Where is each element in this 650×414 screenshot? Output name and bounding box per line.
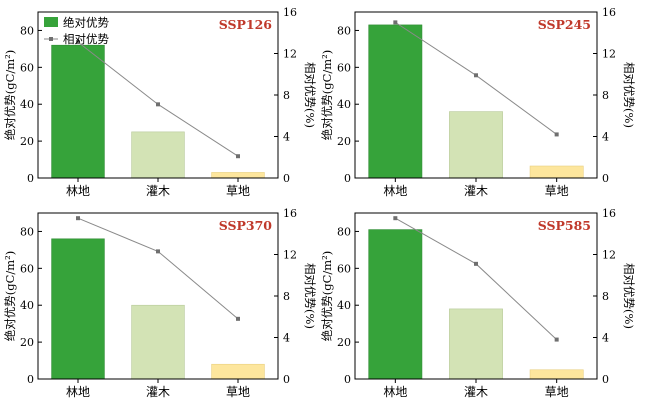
- left-tick-label: 40: [337, 299, 351, 312]
- line-point-0: [393, 216, 398, 221]
- x-tick-label: 灌木: [464, 184, 488, 198]
- right-tick-label: 8: [283, 290, 290, 303]
- legend-bar-swatch: [44, 17, 58, 27]
- panel-ssp245: 0 20 40 60 80 0 4 8 12 16 林地 灌木 草地 绝对优势(gC/m²) 相对优势(%)…: [320, 6, 636, 198]
- line-point-1: [156, 102, 160, 107]
- left-tick-label: 0: [344, 373, 351, 386]
- y2-axis-title: 相对优势(%): [303, 62, 317, 128]
- right-tick-label: 0: [602, 172, 609, 185]
- left-tick-label: 80: [337, 225, 351, 238]
- right-tick-label: 0: [283, 172, 290, 185]
- bar-0: [368, 24, 423, 179]
- panel-title: SSP585: [538, 218, 591, 233]
- right-tick-label: 12: [283, 48, 297, 61]
- left-tick-label: 0: [27, 172, 34, 185]
- legend-line-marker: [49, 37, 53, 41]
- left-tick-label: 60: [20, 262, 34, 275]
- bar-0: [51, 238, 105, 380]
- right-tick-label: 16: [283, 6, 297, 19]
- left-tick-label: 80: [20, 225, 34, 238]
- bar-2: [529, 165, 584, 179]
- x-tick-label: 林地: [383, 385, 407, 399]
- left-tick-label: 80: [20, 24, 34, 37]
- left-tick-label: 20: [20, 336, 34, 349]
- left-tick-label: 20: [20, 135, 34, 148]
- left-tick-label: 20: [337, 336, 351, 349]
- right-tick-label: 8: [283, 89, 290, 102]
- line-point-0: [393, 20, 398, 25]
- bar-0: [368, 229, 423, 380]
- left-tick-label: 20: [337, 135, 351, 148]
- right-tick-label: 12: [283, 249, 297, 262]
- y2-axis-title: 相对优势(%): [622, 62, 636, 128]
- line-point-1: [474, 73, 478, 78]
- left-tick-label: 40: [337, 98, 351, 111]
- bar-2: [211, 172, 265, 179]
- line-point-1: [156, 249, 160, 254]
- right-tick-label: 4: [283, 131, 290, 144]
- right-tick-label: 4: [602, 332, 609, 345]
- x-tick-label: 草地: [545, 385, 569, 399]
- y-axis-title: 绝对优势(gC/m²): [320, 50, 334, 141]
- line-point-0: [76, 216, 80, 221]
- panel-ssp126: 0 20 40 60 80 0 4 8 12 16 林地 灌木 草地 绝对优势(gC/m²) 相对优势(%)…: [3, 6, 317, 198]
- x-tick-label: 草地: [226, 385, 250, 399]
- right-tick-label: 16: [602, 6, 616, 19]
- right-tick-label: 0: [283, 373, 290, 386]
- x-tick-label: 草地: [226, 184, 250, 198]
- line-point-2: [554, 337, 559, 342]
- x-tick-label: 林地: [383, 184, 407, 198]
- left-tick-label: 60: [337, 61, 351, 74]
- y2-axis-title: 相对优势(%): [303, 263, 317, 329]
- left-tick-label: 80: [337, 24, 351, 37]
- panel-ssp370: 0 20 40 60 80 0 4 8 12 16 林地 灌木 草地 绝对优势(gC/m²) 相对优势(%)…: [3, 207, 317, 399]
- x-tick-label: 林地: [66, 184, 90, 198]
- bar-2: [211, 363, 265, 380]
- line-point-2: [554, 132, 559, 137]
- y-axis-title: 绝对优势(gC/m²): [3, 251, 17, 342]
- panel-title: SSP245: [538, 17, 591, 32]
- left-tick-label: 60: [337, 262, 351, 275]
- legend-line-label: 相对优势: [63, 32, 109, 46]
- line-point-2: [236, 316, 240, 321]
- bar-1: [449, 111, 503, 179]
- right-tick-label: 0: [602, 373, 609, 386]
- right-tick-label: 8: [602, 89, 609, 102]
- left-tick-label: 60: [20, 61, 34, 74]
- bar-1: [131, 304, 185, 380]
- x-tick-label: 草地: [545, 184, 569, 198]
- panel-ssp585: 0 20 40 60 80 0 4 8 12 16 林地 灌木 草地 绝对优势(gC/m²) 相对优势(%)…: [320, 207, 636, 399]
- left-tick-label: 0: [344, 172, 351, 185]
- y-axis-title: 绝对优势(gC/m²): [3, 50, 17, 141]
- right-tick-label: 16: [602, 207, 616, 220]
- bar-0: [51, 44, 105, 179]
- left-tick-label: 40: [20, 299, 34, 312]
- line-point-0: [76, 40, 80, 45]
- y2-axis-title: 相对优势(%): [622, 263, 636, 329]
- bar-1: [449, 308, 503, 380]
- right-tick-label: 12: [602, 48, 616, 61]
- left-tick-label: 0: [27, 373, 34, 386]
- right-tick-label: 4: [283, 332, 290, 345]
- bar-2: [529, 369, 584, 380]
- x-tick-label: 林地: [66, 385, 90, 399]
- panel-title: SSP126: [219, 17, 273, 32]
- right-tick-label: 12: [602, 249, 616, 262]
- x-tick-label: 灌木: [146, 385, 170, 399]
- right-tick-label: 4: [602, 131, 609, 144]
- line-point-2: [236, 154, 240, 159]
- bar-1: [131, 131, 185, 179]
- legend-bar-label: 绝对优势: [63, 16, 109, 30]
- x-tick-label: 灌木: [464, 385, 488, 399]
- left-tick-label: 40: [20, 98, 34, 111]
- right-tick-label: 8: [602, 290, 609, 303]
- panel-title: SSP370: [219, 218, 273, 233]
- y-axis-title: 绝对优势(gC/m²): [320, 251, 334, 342]
- x-tick-label: 灌木: [146, 184, 170, 198]
- right-tick-label: 16: [283, 207, 297, 220]
- line-point-1: [474, 261, 478, 266]
